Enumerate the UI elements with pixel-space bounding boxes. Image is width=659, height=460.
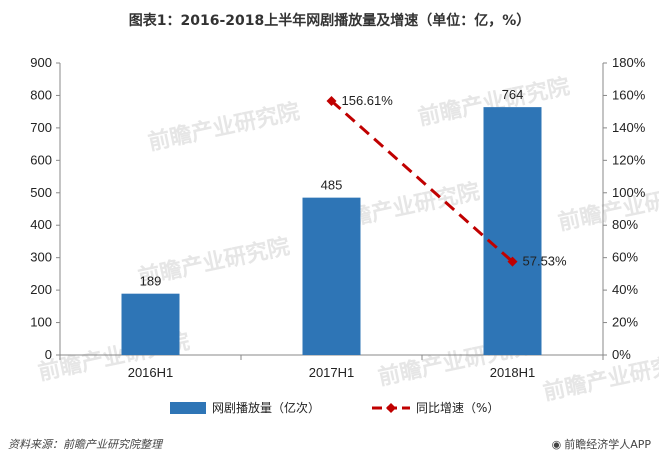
circle-logo-icon: ◉ xyxy=(551,438,562,451)
x-axis-tick-label: 2016H1 xyxy=(128,365,174,380)
right-axis-tick-label: 180% xyxy=(612,55,646,70)
right-axis-tick-label: 60% xyxy=(612,250,638,265)
watermark-text: 前瞻产业研究院 xyxy=(146,98,302,155)
growth-value-label: 156.61% xyxy=(342,93,394,108)
right-axis-tick-label: 160% xyxy=(612,87,646,102)
growth-line xyxy=(330,99,514,263)
left-axis-tick-label: 0 xyxy=(45,347,52,362)
bar xyxy=(483,107,542,355)
left-axis-tick-label: 400 xyxy=(30,217,52,232)
line-layer xyxy=(326,95,518,267)
growth-value-label: 57.53% xyxy=(523,254,568,269)
x-axis-tick-label: 2017H1 xyxy=(309,365,355,380)
bar-value-label: 485 xyxy=(321,178,343,193)
right-axis-tick-label: 120% xyxy=(612,152,646,167)
right-axis-tick-label: 20% xyxy=(612,315,638,330)
x-axis-tick-label: 2018H1 xyxy=(490,365,536,380)
left-axis-tick-label: 100 xyxy=(30,315,52,330)
source-note: 资料来源：前瞻产业研究院整理 xyxy=(8,438,162,451)
left-axis-tick-label: 900 xyxy=(30,55,52,70)
legend-bar-swatch xyxy=(170,402,206,414)
growth-point xyxy=(326,95,337,106)
right-axis-tick-label: 0% xyxy=(612,347,631,362)
left-axis-tick-label: 600 xyxy=(30,152,52,167)
left-axis-tick-label: 700 xyxy=(30,120,52,135)
chart-title: 图表1：2016-2018上半年网剧播放量及增速（单位：亿，%） xyxy=(128,13,531,29)
bar-value-label: 189 xyxy=(140,274,162,289)
labels-layer: 189 485 764 156.61% 57.53% xyxy=(140,87,567,289)
legend-line-label: 同比增速（%） xyxy=(416,401,499,415)
right-axis-tick-label: 40% xyxy=(612,282,638,297)
bar xyxy=(302,197,361,355)
right-axis-tick-label: 140% xyxy=(612,120,646,135)
right-axis-tick-label: 100% xyxy=(612,185,646,200)
axes-layer: 0 100 200 300 400 500 600 700 800 900 0% 20% 40% 60% 8… xyxy=(30,55,645,380)
growth-point xyxy=(507,256,518,267)
left-axis-tick-label: 800 xyxy=(30,87,52,102)
bar-value-label: 764 xyxy=(502,87,524,102)
brand-name: 前瞻经济学人APP xyxy=(564,438,651,451)
legend-line-marker xyxy=(386,403,396,413)
left-axis-tick-label: 300 xyxy=(30,250,52,265)
bars-layer xyxy=(121,107,542,355)
bar xyxy=(121,293,180,355)
legend-bar-label: 网剧播放量（亿次） xyxy=(212,400,320,415)
legend: 网剧播放量（亿次） 同比增速（%） xyxy=(170,400,499,415)
right-axis-tick-label: 80% xyxy=(612,217,638,232)
left-axis-tick-label: 500 xyxy=(30,185,52,200)
watermark-text: 前瞻产业研究院 xyxy=(541,348,659,405)
left-axis-tick-label: 200 xyxy=(30,282,52,297)
brand-credit: ◉ 前瞻经济学人APP xyxy=(552,436,651,452)
